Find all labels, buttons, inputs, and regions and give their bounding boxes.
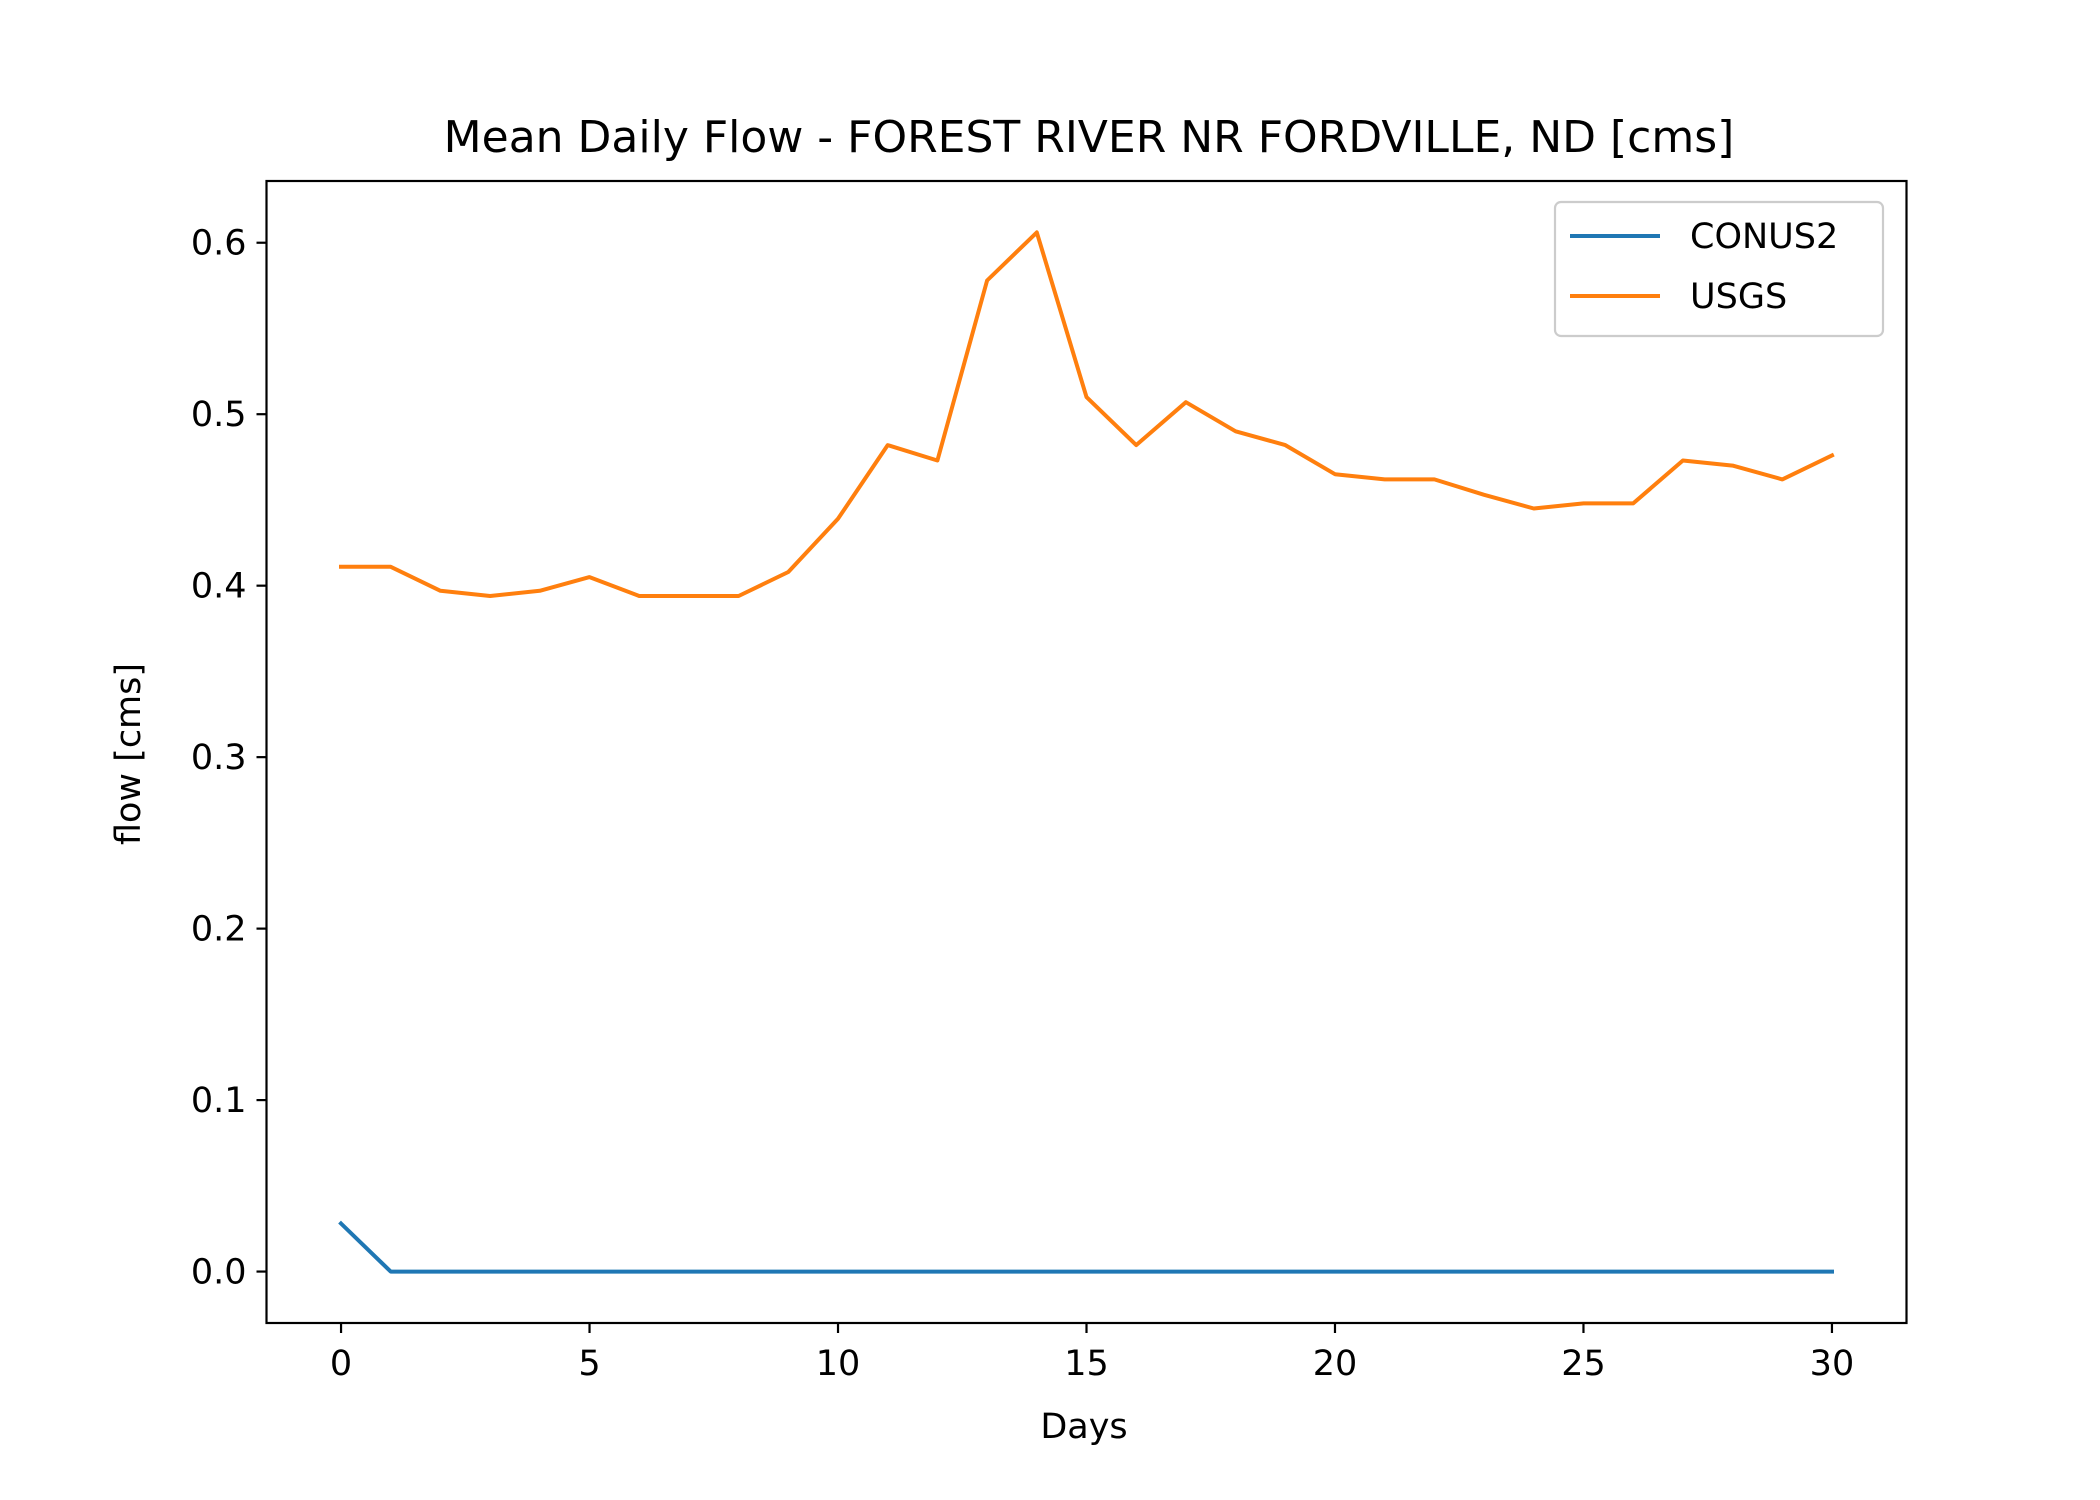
y-axis-ticks: 0.0 0.1 0.2 0.3 0.4 0.5 0.6 xyxy=(191,224,267,1293)
y-tick-label: 0.2 xyxy=(191,910,247,950)
chart-title: Mean Daily Flow - FOREST RIVER NR FORDVI… xyxy=(444,112,1735,163)
legend-label-conus2: CONUS2 xyxy=(1690,217,1838,257)
x-axis-ticks: 0 5 10 15 20 25 30 xyxy=(330,1323,1854,1384)
x-tick-label: 15 xyxy=(1064,1344,1109,1384)
y-tick-label: 0.4 xyxy=(191,567,247,607)
x-tick-label: 0 xyxy=(330,1344,352,1384)
legend-label-usgs: USGS xyxy=(1690,277,1787,317)
y-tick-label: 0.5 xyxy=(191,395,247,435)
y-axis-label: flow [cms] xyxy=(109,663,149,845)
x-tick-label: 30 xyxy=(1810,1344,1855,1384)
y-tick-label: 0.6 xyxy=(191,224,247,264)
x-tick-label: 20 xyxy=(1313,1344,1358,1384)
x-tick-label: 5 xyxy=(578,1344,600,1384)
y-tick-label: 0.0 xyxy=(191,1253,247,1293)
y-tick-label: 0.3 xyxy=(191,738,247,778)
x-tick-label: 25 xyxy=(1561,1344,1606,1384)
legend: CONUS2 USGS xyxy=(1553,200,1885,338)
series-line-conus2 xyxy=(338,1220,1834,1274)
series-line-usgs xyxy=(339,230,1835,598)
y-tick-label: 0.1 xyxy=(191,1081,247,1121)
x-tick-label: 10 xyxy=(816,1344,861,1384)
series-lines xyxy=(338,230,1835,1274)
x-axis-label: Days xyxy=(1040,1407,1127,1447)
